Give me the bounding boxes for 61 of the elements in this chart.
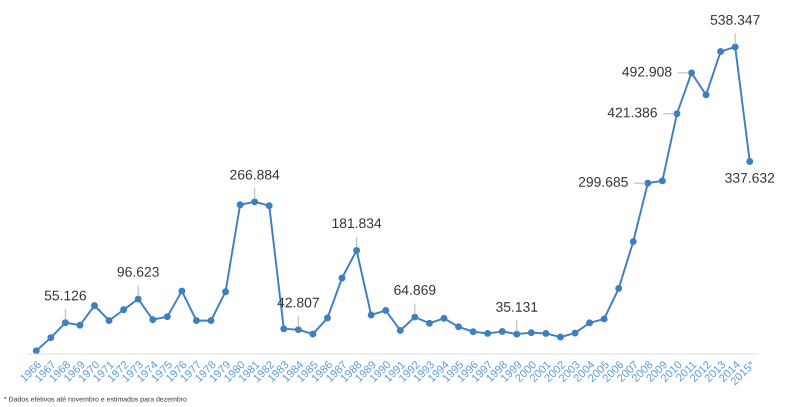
point [294, 326, 302, 334]
point [688, 69, 695, 76]
point [164, 313, 171, 320]
point [396, 327, 404, 334]
point [498, 328, 506, 335]
point [702, 91, 710, 98]
point [542, 330, 550, 337]
point [382, 306, 390, 314]
data-label: 64.869 [394, 285, 436, 295]
point [208, 317, 214, 324]
data-label: 492.908 [622, 66, 672, 77]
point [717, 48, 724, 55]
point [149, 316, 156, 324]
point [324, 314, 331, 322]
point [106, 317, 113, 324]
point [236, 201, 244, 208]
point [251, 198, 258, 206]
point [91, 302, 98, 310]
point [134, 296, 142, 302]
data-label: 337.632 [725, 172, 774, 183]
point [426, 320, 433, 327]
point [266, 202, 273, 210]
point [615, 284, 622, 292]
point [440, 314, 448, 322]
point [47, 334, 54, 342]
data-label: 35.131 [496, 302, 538, 312]
point [280, 325, 288, 332]
point [76, 322, 84, 329]
point [32, 347, 40, 354]
point [222, 288, 230, 296]
point [556, 334, 564, 341]
point [586, 319, 594, 326]
data-label: 96.623 [118, 266, 159, 277]
point [411, 314, 418, 321]
data-label: 181.834 [332, 218, 382, 228]
point [572, 330, 578, 337]
data-label: 266.884 [230, 170, 280, 180]
point [353, 246, 360, 254]
point [732, 44, 739, 50]
data-label: 421.386 [608, 108, 657, 118]
point [513, 330, 520, 338]
point [309, 330, 316, 338]
point [644, 180, 652, 187]
point [120, 306, 128, 314]
point [673, 110, 680, 118]
point [192, 317, 200, 324]
point [658, 177, 666, 184]
point [600, 315, 608, 322]
point [484, 330, 492, 337]
point [368, 312, 375, 318]
point [630, 238, 637, 246]
point [62, 319, 69, 326]
point [528, 329, 535, 336]
point [746, 158, 754, 165]
point [338, 274, 346, 282]
data-label: 299.685 [578, 177, 628, 187]
data-label: 55.126 [44, 290, 86, 300]
data-label: 538.347 [710, 14, 760, 25]
point [178, 288, 186, 295]
point [455, 323, 462, 330]
point [470, 328, 477, 336]
